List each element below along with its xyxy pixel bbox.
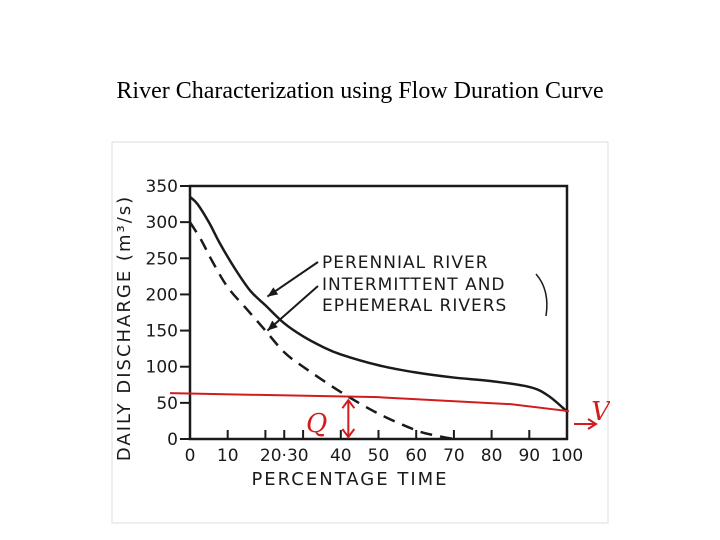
annotation-ephemeral: EPHEMERAL RIVERS <box>322 296 507 316</box>
reference-discharge-line <box>169 392 570 413</box>
handwritten-q-label: Q <box>306 409 327 439</box>
x-tick-label: 80 <box>481 446 503 466</box>
x-axis-title: PERCENTAGE TIME <box>251 469 448 490</box>
x-tick-label: 0 <box>185 446 196 466</box>
y-tick-label: 300 <box>146 213 178 233</box>
x-tick-label: 100 <box>551 446 583 466</box>
annotation-bracket <box>535 273 548 317</box>
y-tick-label: 250 <box>146 249 178 269</box>
x-tick-label: 10 <box>217 446 239 466</box>
x-tick-label: 20·30 <box>260 446 309 466</box>
arrow-intermittent <box>266 285 319 332</box>
x-tick-label: 50 <box>368 446 390 466</box>
x-tick-label: 90 <box>518 446 540 466</box>
y-axis-title: DAILY DISCHARGE (m³/s) <box>114 195 135 461</box>
flow-duration-chart: 0 50 100 150 200 250 300 350 0 10 20·30 40 50 60 70 80 9… <box>110 140 610 525</box>
arrow-perennial-head <box>267 287 279 297</box>
y-tick-label: 200 <box>146 285 178 305</box>
y-tick-label: 350 <box>146 177 178 197</box>
y-tick-label: 0 <box>167 430 178 450</box>
x-tick-label: 60 <box>405 446 427 466</box>
arrow-intermittent-head <box>267 320 278 331</box>
slide-title: River Characterization using Flow Durati… <box>116 78 604 104</box>
annotation-perennial: PERENNIAL RIVER <box>322 253 489 273</box>
annotation-intermittent: INTERMITTENT AND <box>322 275 506 295</box>
figure-border <box>111 141 609 524</box>
series-perennial-line <box>189 195 568 413</box>
handwritten-v: V <box>591 397 610 427</box>
x-tick-label: 40 <box>330 446 352 466</box>
y-tick-label: 100 <box>146 358 178 378</box>
x-tick-label: 70 <box>443 446 465 466</box>
y-tick-label: 50 <box>156 394 178 414</box>
formula-pointer-head <box>587 418 598 430</box>
chart-svg: 0 50 100 150 200 250 300 350 0 10 20·30 40 50 60 70 80 9… <box>111 141 610 524</box>
q-arrow-down <box>341 428 356 439</box>
arrow-perennial <box>266 261 319 298</box>
y-tick-label: 150 <box>146 322 178 342</box>
q-arrow-up <box>341 398 356 409</box>
series-intermittent-line <box>188 221 455 441</box>
